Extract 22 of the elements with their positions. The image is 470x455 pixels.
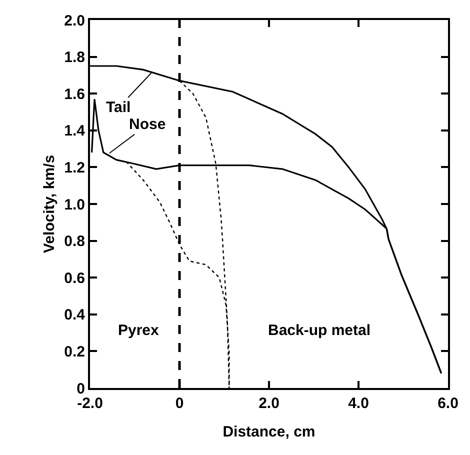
y-axis-title: Velocity, km/s [40,154,58,254]
y-tick-label: 0.2 [64,343,85,360]
annotation: Pyrex [118,322,160,339]
x-tick-label: 0 [175,395,184,412]
y-tick-label: 0.6 [64,270,85,287]
x-tick-label: 6.0 [438,395,458,412]
x-axis-title: Distance, cm [222,424,316,440]
y-tick-label: 1.6 [64,86,85,103]
y-tick-label: 1.2 [64,159,85,176]
y-tick-label: 0.4 [64,306,86,324]
y-tick-label: 2.0 [64,12,85,30]
x-tick-label: 4.0 [348,395,369,412]
annotation: Tail [106,99,131,116]
annotation: Back-up metal [268,322,371,339]
y-tick-label: 0.8 [64,233,85,250]
y-tick-label: 1.8 [64,49,85,66]
y-tick-label: 0 [76,380,85,398]
y-tick-label: 1.4 [64,122,86,140]
x-tick-label: 2.0 [258,395,280,412]
x-tick-label: -2.0 [77,395,103,412]
annotation: Nose [129,116,166,133]
y-tick-label: 1.0 [64,196,85,214]
